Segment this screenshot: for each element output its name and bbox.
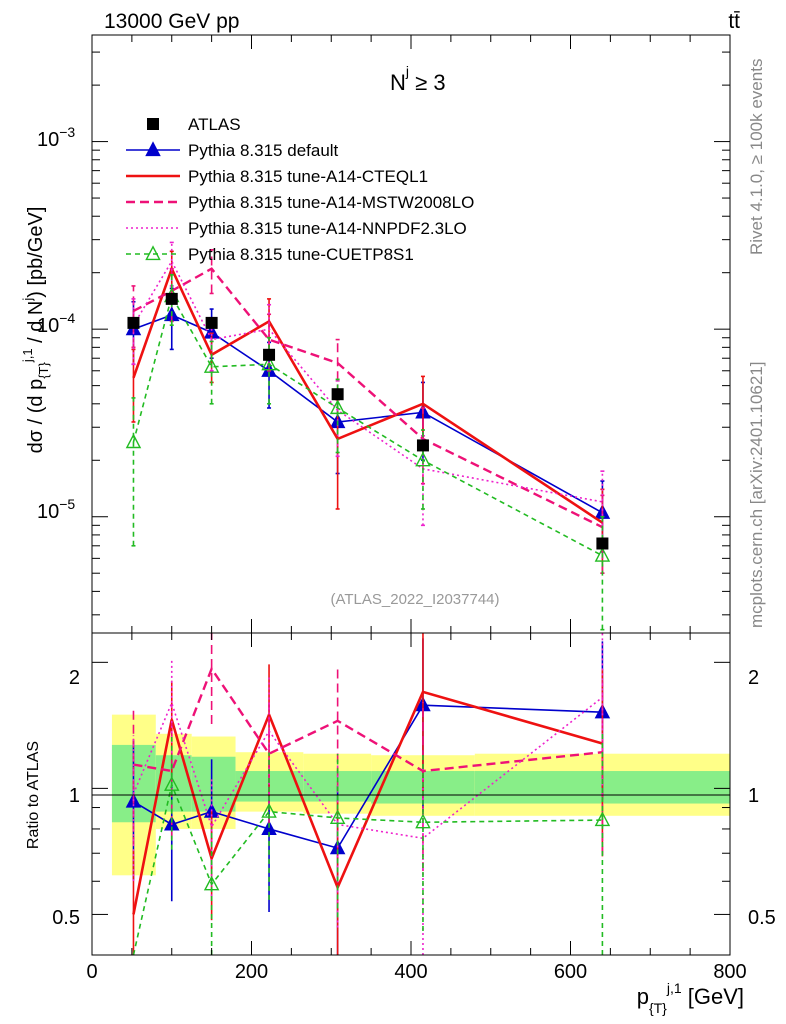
legend-label-nnpdf: Pythia 8.315 tune-A14-NNPDF2.3LO xyxy=(188,219,467,238)
main-marker-cuetp-4 xyxy=(329,399,346,415)
ratio-marker-cuetp-5 xyxy=(415,813,431,829)
xlabel: p{T}j,1 [GeV] xyxy=(637,980,744,1016)
watermark: (ATLAS_2022_I2037744) xyxy=(330,591,499,608)
ratio-ytick-label-right-2: 2 xyxy=(748,667,759,689)
main-y-ticks xyxy=(92,51,730,616)
data-point-atlas-1 xyxy=(165,292,178,305)
data-point-atlas-5 xyxy=(416,439,429,452)
ratio-y-ticks xyxy=(92,661,730,956)
xtick-label-400: 400 xyxy=(394,961,427,983)
main-x-ticks xyxy=(91,35,731,633)
ratio-ytick-label-right-1: 1 xyxy=(748,785,759,807)
data-point-atlas-0 xyxy=(127,316,140,329)
legend-label-atlas: ATLAS xyxy=(188,115,241,134)
ratio-marker-cuetp-2 xyxy=(203,875,220,891)
data-point-atlas-4 xyxy=(331,388,344,401)
legend-label-cuetp: Pythia 8.315 tune-CUETP8S1 xyxy=(188,245,414,264)
main-marker-cuetp-2 xyxy=(203,358,220,373)
xtick-label-0: 0 xyxy=(86,961,97,983)
side-label-lower: mcplots.cern.ch [arXiv:2401.10621] xyxy=(747,362,766,628)
xtick-label-800: 800 xyxy=(713,961,746,983)
ratio-marker-cuetp-4 xyxy=(329,809,346,825)
ratio-band-green-2 xyxy=(191,756,236,812)
main-line-default xyxy=(133,314,603,514)
xtick-label-200: 200 xyxy=(235,961,268,983)
annotation: Nj ≥ 3 xyxy=(390,63,446,95)
data-point-atlas-3 xyxy=(263,348,276,361)
legend-label-cteql1: Pythia 8.315 tune-A14-CTEQL1 xyxy=(188,167,428,186)
main-ylabel: dσ / (d p{T}j,1 / d Nj) [pb/GeV] xyxy=(20,207,51,454)
ratio-ytick-label-1: 1 xyxy=(69,785,80,807)
ratio-ytick-label-2: 2 xyxy=(69,667,80,689)
ratio-ytick-label-right-0.5: 0.5 xyxy=(748,907,776,929)
main-marker-cuetp-0 xyxy=(125,433,142,449)
legend-marker-default xyxy=(145,141,161,157)
header-right: tt̄ xyxy=(728,10,740,33)
ratio-marker-cuetp-3 xyxy=(261,802,277,818)
ratio-series-group xyxy=(125,633,611,956)
legend: ATLAS Pythia 8.315 default Pythia 8.315 tu… xyxy=(126,115,474,264)
data-point-atlas-6 xyxy=(596,537,609,550)
legend-label-mstw: Pythia 8.315 tune-A14-MSTW2008LO xyxy=(188,193,474,212)
main-ytick-label-1e-4: 10−4 xyxy=(37,310,75,337)
main-data-group xyxy=(127,292,609,550)
main-ytick-label-1e-3: 10−3 xyxy=(37,124,75,151)
main-line-cteql1 xyxy=(132,265,604,524)
ratio-ytick-label-0.5: 0.5 xyxy=(52,907,80,929)
ratio-line-nnpdf xyxy=(132,696,603,840)
legend-marker-cuetp xyxy=(145,245,161,261)
main-marker-cuetp-6 xyxy=(594,546,611,562)
main-ytick-label-1e-5: 10−5 xyxy=(37,496,75,523)
header-left: 13000 GeV pp xyxy=(104,10,239,33)
side-label-upper: Rivet 4.1.0, ≥ 100k events xyxy=(747,59,766,255)
data-point-atlas-2 xyxy=(205,316,218,329)
ratio-x-ticks xyxy=(91,633,731,955)
main-series-group xyxy=(125,241,611,631)
main-line-nnpdf xyxy=(132,259,603,503)
main-marker-cuetp-5 xyxy=(415,451,431,467)
ratio-marker-cuetp-6 xyxy=(594,811,611,827)
legend-marker-atlas xyxy=(147,118,159,130)
ratio-ylabel: Ratio to ATLAS xyxy=(25,741,42,849)
xtick-label-600: 600 xyxy=(554,961,587,983)
ratio-marker-cuetp-1 xyxy=(163,776,180,791)
legend-label-default: Pythia 8.315 default xyxy=(188,141,339,160)
main-marker-cuetp-3 xyxy=(261,355,277,371)
